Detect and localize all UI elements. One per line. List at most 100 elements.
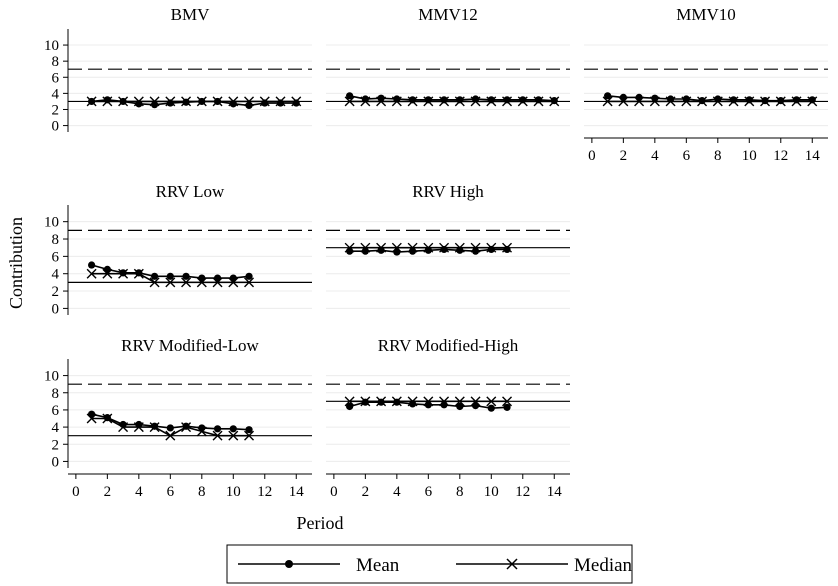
- mean-point: [604, 92, 612, 100]
- median-point: [102, 96, 113, 107]
- median-point: [486, 396, 497, 407]
- panel-title: RRV Modified-Low: [121, 336, 259, 355]
- x-tick-label: 10: [742, 148, 757, 164]
- x-tick-label: 14: [805, 148, 821, 164]
- mean-point: [213, 425, 222, 433]
- x-axis-title: Period: [297, 513, 344, 533]
- x-tick-label: 4: [651, 148, 659, 164]
- mean-point: [245, 272, 253, 280]
- x-tick-label: 6: [683, 148, 691, 164]
- median-point: [244, 430, 255, 441]
- mean-point: [487, 404, 495, 412]
- median-point: [86, 413, 97, 424]
- median-point: [791, 96, 802, 107]
- x-tick-label: 4: [135, 484, 143, 500]
- x-tick-label: 2: [362, 484, 370, 500]
- y-tick-label: 10: [44, 215, 59, 231]
- median-point: [212, 96, 223, 107]
- median-point: [549, 96, 560, 107]
- y-tick-label: 4: [52, 267, 60, 283]
- panel-title: RRV High: [412, 182, 484, 201]
- median-point: [344, 96, 355, 107]
- median-point: [376, 242, 387, 253]
- median-point: [423, 242, 434, 253]
- median-point: [697, 96, 708, 107]
- median-point: [102, 268, 113, 279]
- mean-point: [635, 93, 643, 101]
- y-tick-label: 8: [52, 386, 60, 402]
- y-tick-label: 0: [52, 301, 60, 317]
- y-tick-label: 8: [52, 232, 60, 248]
- median-point: [133, 422, 144, 433]
- mean-point: [166, 272, 174, 280]
- median-point: [728, 96, 739, 107]
- median-point: [228, 96, 239, 107]
- mean-point: [377, 246, 385, 254]
- median-point: [259, 96, 270, 107]
- median-point: [212, 430, 223, 441]
- panel-title: RRV Modified-High: [378, 336, 519, 355]
- legend-mean-label: Mean: [356, 555, 400, 576]
- mean-point: [619, 93, 627, 101]
- median-point: [423, 396, 434, 407]
- median-point: [649, 96, 660, 107]
- median-point: [149, 96, 160, 107]
- median-point: [454, 396, 465, 407]
- mean-point: [346, 402, 354, 411]
- y-tick-label: 10: [44, 38, 59, 54]
- median-point: [807, 96, 818, 107]
- mean-point: [166, 424, 174, 432]
- x-tick-label: 8: [198, 484, 206, 500]
- median-point: [502, 242, 513, 253]
- x-tick-label: 2: [104, 484, 112, 500]
- median-point: [423, 96, 434, 107]
- y-tick-label: 0: [52, 119, 60, 135]
- x-tick-label: 0: [588, 148, 596, 164]
- x-tick-label: 10: [484, 484, 499, 500]
- median-point: [360, 396, 371, 407]
- median-point: [681, 96, 692, 107]
- median-point: [407, 242, 418, 253]
- median-point: [376, 396, 387, 407]
- median-point: [760, 96, 771, 107]
- median-point: [165, 96, 176, 107]
- y-tick-label: 2: [52, 102, 60, 118]
- median-point: [344, 396, 355, 407]
- y-tick-label: 4: [52, 86, 60, 102]
- median-point: [149, 422, 160, 433]
- median-point: [744, 96, 755, 107]
- mean-point: [88, 261, 96, 269]
- median-point: [244, 277, 255, 288]
- panel-title: MMV12: [418, 5, 478, 24]
- mean-point: [456, 246, 464, 254]
- median-point: [502, 96, 513, 107]
- panel-title: MMV10: [676, 5, 736, 24]
- y-axis-title: Contribution: [6, 217, 26, 309]
- x-tick-label: 14: [289, 484, 305, 500]
- y-tick-label: 6: [52, 403, 60, 419]
- median-point: [439, 242, 450, 253]
- x-tick-label: 0: [72, 484, 80, 500]
- median-point: [118, 422, 129, 433]
- y-tick-label: 4: [52, 420, 60, 436]
- median-point: [102, 413, 113, 424]
- median-point: [712, 96, 723, 107]
- mean-point: [424, 246, 432, 254]
- median-point: [360, 96, 371, 107]
- panel-title: RRV Low: [156, 182, 225, 201]
- median-point: [486, 242, 497, 253]
- mean-point: [229, 425, 237, 433]
- median-point: [344, 242, 355, 253]
- median-point: [391, 96, 402, 107]
- x-tick-label: 2: [620, 148, 628, 164]
- median-point: [470, 396, 481, 407]
- x-tick-label: 0: [330, 484, 338, 500]
- x-tick-label: 8: [714, 148, 722, 164]
- median-point: [149, 277, 160, 288]
- panel-title: BMV: [171, 5, 210, 24]
- mean-point: [245, 101, 253, 110]
- median-point: [196, 96, 207, 107]
- median-point: [181, 422, 192, 433]
- median-point: [86, 96, 97, 107]
